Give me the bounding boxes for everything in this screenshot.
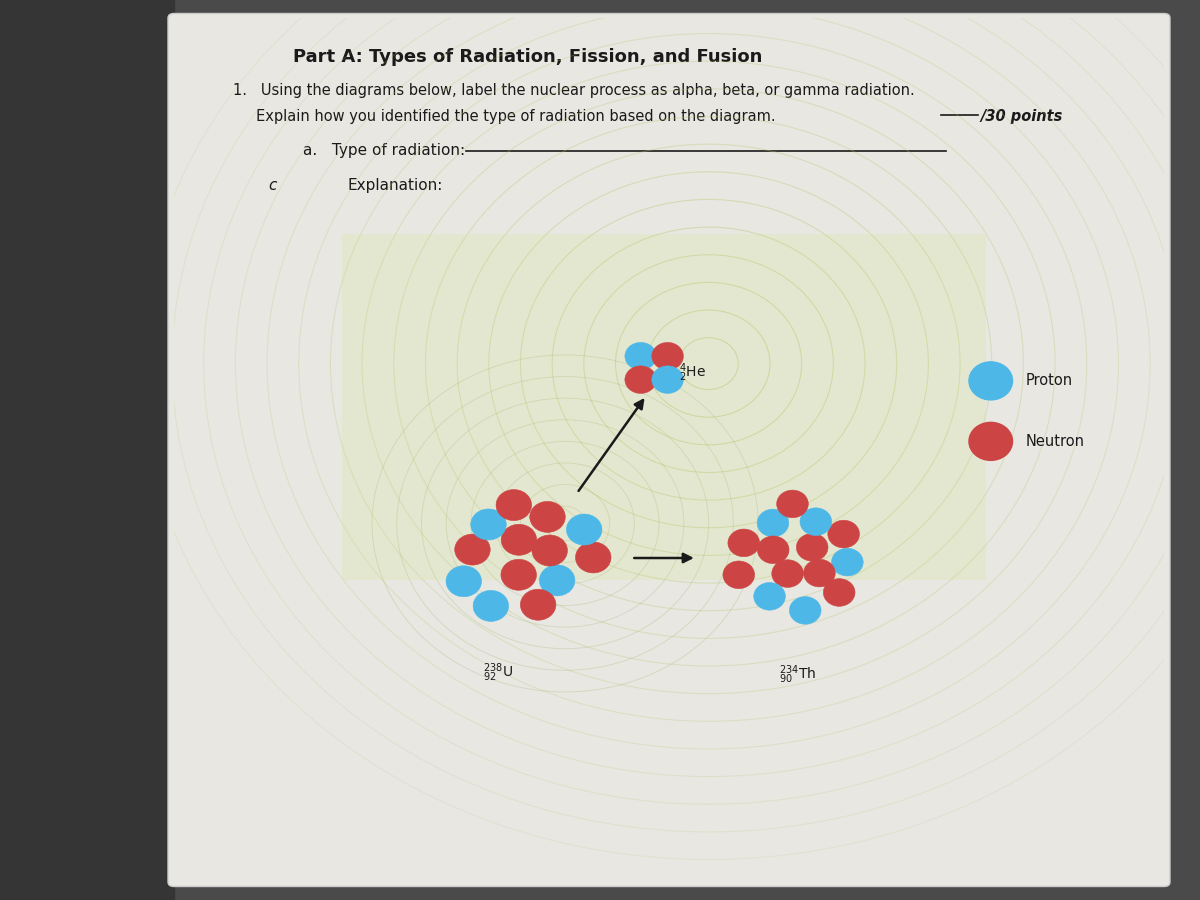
Text: /30 points: /30 points [980,109,1063,123]
Circle shape [832,548,863,576]
Circle shape [470,509,506,540]
Text: Proton: Proton [1026,374,1073,389]
Circle shape [790,597,821,625]
Circle shape [757,509,788,536]
Circle shape [652,342,684,370]
Circle shape [521,590,556,620]
Circle shape [455,534,491,565]
Circle shape [728,529,760,557]
Text: Neutron: Neutron [1026,434,1085,449]
FancyBboxPatch shape [168,14,1170,886]
Circle shape [500,559,536,590]
Circle shape [754,582,785,610]
Bar [0,0,174,900]
Text: c: c [268,178,276,193]
Circle shape [496,490,532,520]
Circle shape [800,508,832,536]
Text: Explanation:: Explanation: [347,178,443,193]
Text: $^{234}_{90}$Th: $^{234}_{90}$Th [779,663,816,686]
Circle shape [502,525,536,555]
Circle shape [625,365,656,393]
Circle shape [797,534,828,561]
Circle shape [757,536,790,563]
Circle shape [473,590,509,621]
Text: a.   Type of radiation:: a. Type of radiation: [302,143,464,158]
Circle shape [625,342,656,370]
Circle shape [539,565,575,596]
Circle shape [776,491,809,518]
Circle shape [652,365,684,393]
Circle shape [529,501,565,533]
Circle shape [446,566,481,597]
Circle shape [804,559,835,587]
FancyBboxPatch shape [342,234,986,580]
Circle shape [576,542,611,573]
Text: $^{4}_{2}$He: $^{4}_{2}$He [679,361,706,383]
Circle shape [823,579,856,607]
Text: Explain how you identified the type of radiation based on the diagram.: Explain how you identified the type of r… [233,109,776,123]
Circle shape [968,422,1013,461]
Text: $^{238}_{92}$U: $^{238}_{92}$U [482,662,512,684]
Circle shape [722,561,755,589]
Circle shape [532,535,568,566]
Circle shape [772,560,804,588]
Text: 1.   Using the diagrams below, label the nuclear process as alpha, beta, or gamm: 1. Using the diagrams below, label the n… [233,83,916,98]
Circle shape [968,362,1013,400]
Text: Part A: Types of Radiation, Fission, and Fusion: Part A: Types of Radiation, Fission, and… [293,49,762,67]
Circle shape [566,514,602,545]
Circle shape [828,520,859,548]
